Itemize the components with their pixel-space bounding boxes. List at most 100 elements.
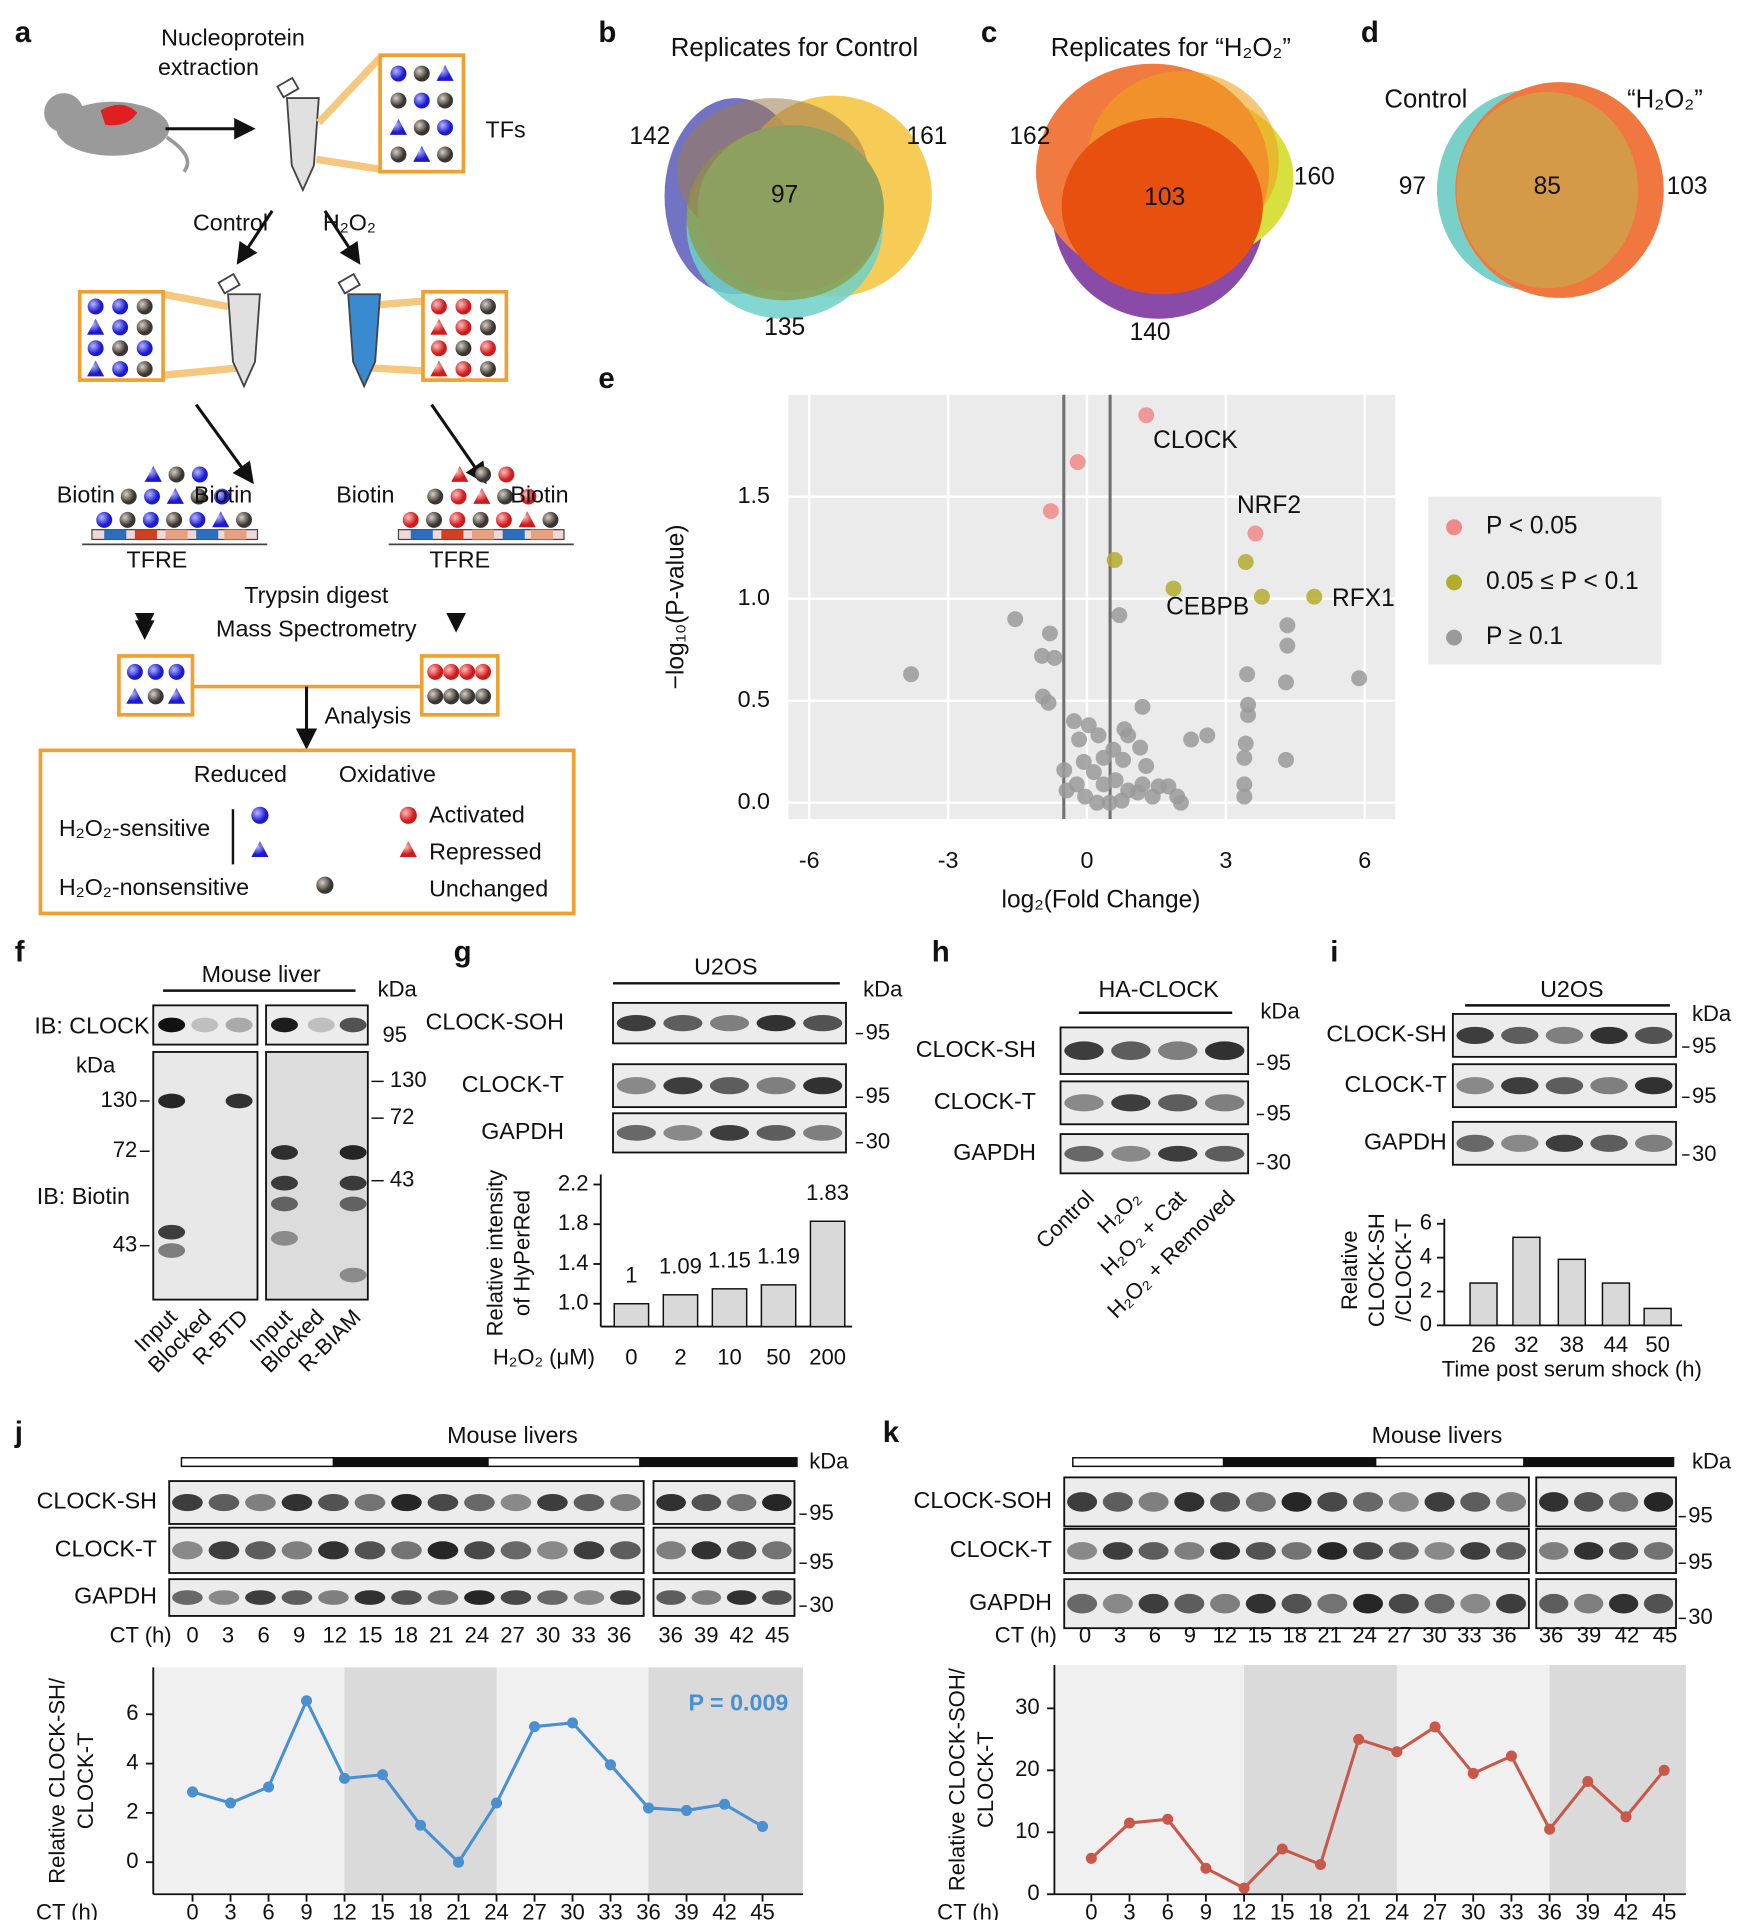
label: CLOCK-T (950, 1536, 1052, 1562)
triangle (126, 687, 144, 704)
particle (449, 511, 466, 528)
blot-band (663, 1125, 703, 1141)
particle (112, 298, 129, 315)
particle (390, 146, 407, 163)
blot-band (339, 1175, 367, 1191)
y-tick-label: 4 (126, 1749, 138, 1774)
blot-band (225, 1017, 253, 1033)
particle (136, 340, 153, 357)
blot-band (762, 1590, 792, 1605)
blot-band (1460, 1593, 1491, 1614)
x-tick-label: 3 (1219, 847, 1232, 873)
label: Repressed (429, 838, 542, 864)
label: kDa (1692, 1001, 1732, 1026)
point (1107, 772, 1124, 789)
x-tick-label: -6 (799, 847, 820, 873)
venn-circle (1061, 117, 1263, 295)
blot-band (1545, 1134, 1584, 1152)
blot-band (726, 1590, 757, 1605)
blot-band (1245, 1492, 1276, 1512)
y-tick-label: 0 (1420, 1311, 1432, 1336)
blot-band (158, 1017, 186, 1033)
point (1089, 794, 1106, 811)
label: CLOCK-T (934, 1088, 1036, 1114)
legend-marker (1446, 629, 1463, 646)
light-dark-bar (1222, 1457, 1377, 1468)
label: CLOCK-SOH (426, 1008, 564, 1034)
label: 95 (1688, 1549, 1713, 1574)
blot-band (616, 1077, 656, 1095)
box (38, 748, 576, 916)
x-tick-label: 30 (1461, 1900, 1486, 1920)
triangle (212, 511, 230, 528)
blot-band (1634, 1134, 1673, 1152)
particle (390, 65, 407, 82)
blot-band (1111, 1145, 1151, 1162)
label: GAPDH (74, 1583, 157, 1609)
particle (480, 298, 496, 315)
triangle (167, 687, 186, 704)
x-tick-label: 27 (1423, 1900, 1448, 1920)
triangle (144, 465, 162, 482)
dna-seg (104, 529, 127, 540)
mouse-head (44, 93, 84, 133)
blot-band (339, 1267, 367, 1283)
blot-band (1545, 1077, 1584, 1095)
tube (347, 293, 382, 389)
legend-marker (1446, 519, 1463, 536)
blot-band (1496, 1542, 1527, 1560)
blot-band (318, 1590, 349, 1605)
point (1123, 1817, 1136, 1829)
annotation: P = 0.009 (688, 1689, 788, 1715)
plot-background (788, 394, 1396, 820)
label: 95 (1692, 1083, 1717, 1108)
point (1134, 698, 1151, 715)
x-tick-label: 30 (560, 1900, 585, 1920)
bar (1643, 1307, 1672, 1327)
x-tick-label: 18 (408, 1900, 433, 1920)
triangle (166, 487, 184, 504)
label: Replicates for Control (671, 34, 918, 62)
legend-background (1428, 496, 1662, 665)
point (1505, 1750, 1517, 1762)
blot-band (1643, 1542, 1674, 1560)
x-tick-label: 0 (1080, 847, 1093, 873)
y-tick-label: 6 (1420, 1210, 1432, 1235)
dna-seg (502, 529, 525, 540)
label: U2OS (694, 954, 757, 980)
blot-band (1245, 1593, 1276, 1614)
lane-label: 15 (358, 1623, 383, 1648)
y-axis-label: −log₁₀(P-value) (662, 524, 689, 689)
lane-label: 21 (1317, 1623, 1342, 1648)
point (1144, 788, 1161, 805)
y-axis-label: Relative CLOCK-SH/ (45, 1677, 70, 1884)
point (1034, 647, 1051, 664)
label: kDa (378, 976, 418, 1001)
point (1090, 727, 1107, 744)
label: 30 (1688, 1604, 1713, 1629)
lane-label: 42 (729, 1623, 754, 1648)
point (1162, 1813, 1174, 1825)
blot-band (1174, 1593, 1205, 1614)
blot-band (281, 1493, 313, 1512)
point (1276, 1843, 1288, 1855)
line (192, 1697, 764, 1865)
label: 85 (1534, 173, 1561, 200)
particle (119, 511, 136, 528)
blot-band (726, 1493, 757, 1512)
particle (480, 361, 496, 378)
point (1200, 1862, 1212, 1874)
blot-band (500, 1590, 532, 1605)
blot-band (1102, 1593, 1133, 1614)
blot-band (610, 1590, 641, 1605)
label: 95 (1692, 1033, 1717, 1058)
point (719, 1798, 731, 1810)
x-axis-label: Time post serum shock (h) (1442, 1357, 1702, 1382)
particle (475, 688, 492, 705)
point (1138, 407, 1155, 424)
blot-band (1643, 1593, 1674, 1614)
blot-band (464, 1541, 495, 1560)
point (1040, 694, 1057, 711)
blot-band (1388, 1593, 1419, 1614)
blot-band (270, 1145, 298, 1160)
